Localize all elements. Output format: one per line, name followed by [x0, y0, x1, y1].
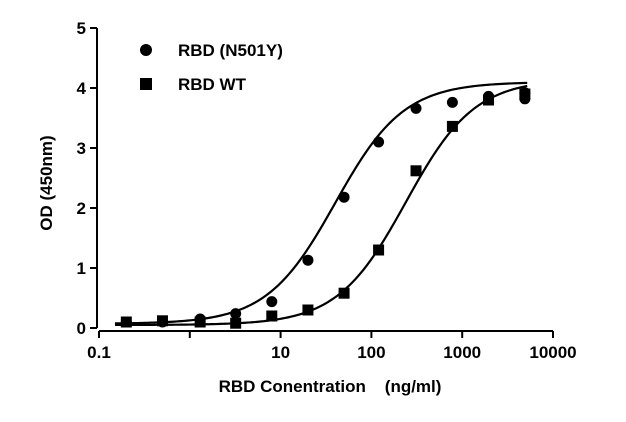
y-tick-label: 0 [77, 319, 86, 338]
data-point-circle [302, 254, 314, 266]
axes: 0 1 2 3 4 5 0.1 10 100 1000 10000 [77, 19, 577, 362]
y-tick-label: 5 [77, 19, 86, 38]
x-tick-label: 10 [271, 343, 290, 362]
data-point-square [302, 304, 314, 316]
data-point-square [194, 316, 206, 328]
legend-label: RBD (N501Y) [178, 41, 283, 60]
x-tick-label: 10000 [529, 343, 576, 362]
data-point-circle [266, 296, 278, 308]
y-tick-label: 3 [77, 139, 86, 158]
data-point-square [373, 244, 385, 256]
data-point-square [519, 88, 531, 100]
data-point-circle [410, 102, 422, 114]
data-point-square [266, 310, 278, 322]
y-tick-label: 1 [77, 259, 86, 278]
x-axis-title: RBD Conentration (ng/ml) [219, 377, 442, 396]
data-point-circle [446, 96, 458, 108]
x-tick-label: 1000 [443, 343, 481, 362]
data-point-square [483, 94, 495, 106]
fit-curve [114, 81, 528, 325]
legend-marker-circle [140, 44, 152, 56]
legend-marker-square [140, 78, 152, 90]
data-point-circle [230, 308, 242, 320]
x-tick-label: 100 [357, 343, 385, 362]
data-points [120, 87, 531, 329]
y-tick-label: 4 [77, 79, 87, 98]
fit-curve [114, 84, 528, 327]
data-point-circle [338, 191, 350, 203]
data-point-circle [373, 136, 385, 148]
legend: RBD (N501Y) RBD WT [140, 41, 283, 94]
data-point-square [338, 287, 350, 299]
y-axis-title: OD (450nm) [37, 135, 56, 230]
data-point-square [410, 165, 422, 177]
x-tick-label: 0.1 [87, 343, 111, 362]
data-point-square [230, 317, 242, 329]
data-point-square [120, 316, 132, 328]
legend-label: RBD WT [178, 75, 247, 94]
data-point-square [446, 120, 458, 132]
y-tick-label: 2 [77, 199, 86, 218]
data-point-square [156, 315, 168, 327]
fit-curves [114, 81, 528, 327]
